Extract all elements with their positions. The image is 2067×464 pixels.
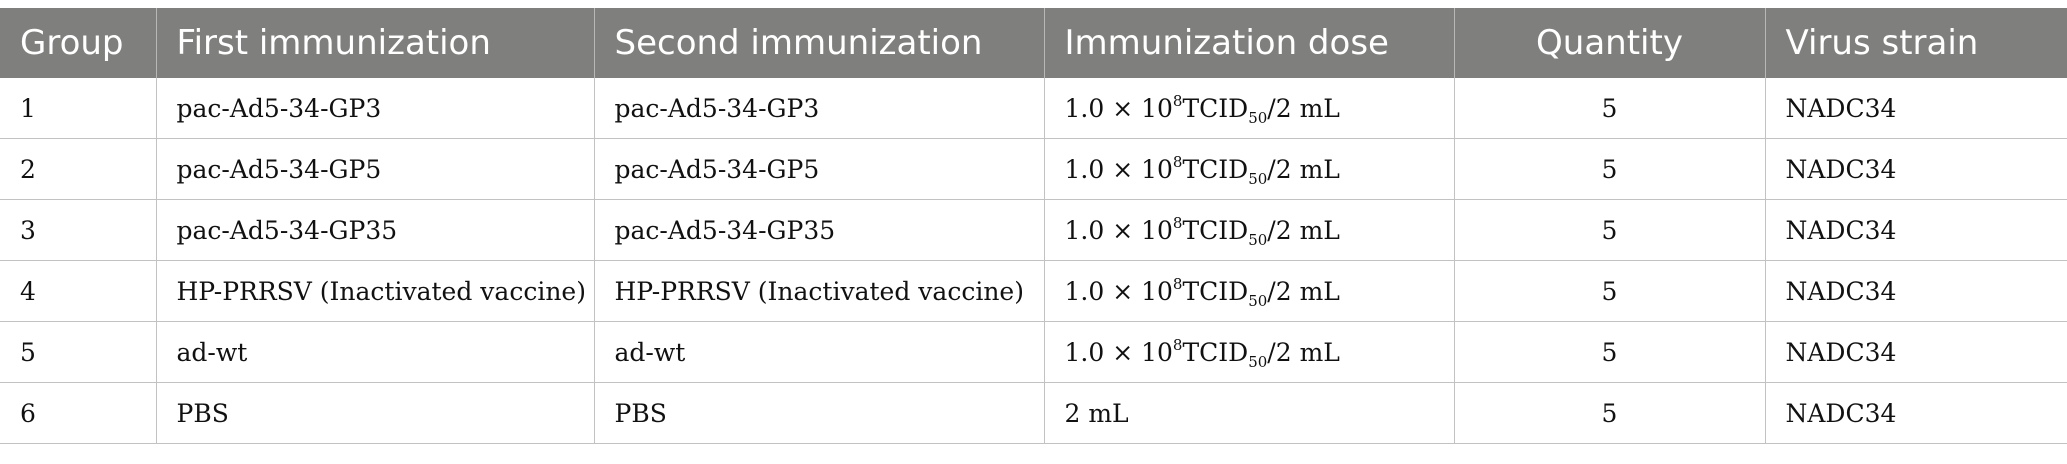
dose-exponent: 8 [1172,91,1183,110]
table-row: 2 pac-Ad5-34-GP5 pac-Ad5-34-GP5 1.0 × 108TC… [0,138,2067,200]
cell-quantity: 5 [1454,199,1766,261]
table-row: 6 PBS PBS 2 mL 5 NADC34 [0,382,2067,444]
header-second-immunization: Second immunization [594,8,1045,78]
cell-virus-strain: NADC34 [1765,78,2067,139]
table-row: 4 HP-PRRSV (Inactivated vaccine) HP-PRRSV … [0,260,2067,322]
cell-immunization-dose: 1.0 × 108TCID50/2 mL [1044,321,1455,383]
cell-immunization-dose: 1.0 × 108TCID50/2 mL [1044,138,1455,200]
dose-coefficient: 1.0 × 10 [1064,337,1173,367]
cell-virus-strain: NADC34 [1765,382,2067,444]
cell-immunization-dose: 2 mL [1044,382,1455,444]
cell-group: 3 [0,199,157,261]
cell-immunization-dose: 1.0 × 108TCID50/2 mL [1044,78,1455,139]
header-immunization-dose: Immunization dose [1044,8,1455,78]
dose-coefficient: 1.0 × 10 [1064,276,1173,306]
cell-first-immunization: ad-wt [156,321,595,383]
dose-volume: /2 mL [1267,215,1340,245]
header-virus-strain: Virus strain [1765,8,2067,78]
cell-first-immunization: pac-Ad5-34-GP3 [156,78,595,139]
dose-volume: /2 mL [1267,154,1340,184]
cell-second-immunization: ad-wt [594,321,1045,383]
dose-exponent: 8 [1172,274,1183,293]
dose-plain: 2 mL [1064,398,1129,428]
cell-group: 6 [0,382,157,444]
dose-volume: /2 mL [1267,93,1340,123]
cell-virus-strain: NADC34 [1765,199,2067,261]
dose-exponent: 8 [1172,152,1183,171]
cell-group: 2 [0,138,157,200]
dose-unit: TCID [1182,337,1249,367]
dose-coefficient: 1.0 × 10 [1064,215,1173,245]
cell-second-immunization: pac-Ad5-34-GP35 [594,199,1045,261]
dose-volume: /2 mL [1267,276,1340,306]
cell-first-immunization: HP-PRRSV (Inactivated vaccine) [156,260,595,322]
dose-coefficient: 1.0 × 10 [1064,93,1173,123]
dose-subscript: 50 [1248,353,1268,372]
dose-unit: TCID [1182,276,1249,306]
dose-coefficient: 1.0 × 10 [1064,154,1173,184]
cell-quantity: 5 [1454,382,1766,444]
cell-first-immunization: PBS [156,382,595,444]
cell-virus-strain: NADC34 [1765,138,2067,200]
header-row: Group First immunization Second immuniza… [0,8,2067,78]
cell-quantity: 5 [1454,321,1766,383]
cell-second-immunization: pac-Ad5-34-GP3 [594,78,1045,139]
cell-virus-strain: NADC34 [1765,260,2067,322]
cell-first-immunization: pac-Ad5-34-GP5 [156,138,595,200]
cell-quantity: 5 [1454,138,1766,200]
dose-subscript: 50 [1248,109,1268,128]
cell-first-immunization: pac-Ad5-34-GP35 [156,199,595,261]
cell-group: 5 [0,321,157,383]
cell-quantity: 5 [1454,78,1766,139]
header-quantity: Quantity [1454,8,1766,78]
cell-second-immunization: HP-PRRSV (Inactivated vaccine) [594,260,1045,322]
cell-immunization-dose: 1.0 × 108TCID50/2 mL [1044,260,1455,322]
dose-subscript: 50 [1248,170,1268,189]
dose-exponent: 8 [1172,213,1183,232]
cell-second-immunization: PBS [594,382,1045,444]
cell-group: 4 [0,260,157,322]
table-body: 1 pac-Ad5-34-GP3 pac-Ad5-34-GP3 1.0 × 108TC… [0,78,2067,444]
dose-subscript: 50 [1248,231,1268,250]
dose-subscript: 50 [1248,292,1268,311]
table-row: 1 pac-Ad5-34-GP3 pac-Ad5-34-GP3 1.0 × 108TC… [0,78,2067,139]
cell-group: 1 [0,78,157,139]
immunization-table-container: Group First immunization Second immuniza… [0,8,2067,444]
dose-unit: TCID [1182,93,1249,123]
table-row: 3 pac-Ad5-34-GP35 pac-Ad5-34-GP35 1.0 × 108… [0,199,2067,261]
cell-immunization-dose: 1.0 × 108TCID50/2 mL [1044,199,1455,261]
cell-quantity: 5 [1454,260,1766,322]
table-header: Group First immunization Second immuniza… [0,8,2067,78]
dose-unit: TCID [1182,215,1249,245]
dose-unit: TCID [1182,154,1249,184]
cell-second-immunization: pac-Ad5-34-GP5 [594,138,1045,200]
dose-exponent: 8 [1172,335,1183,354]
dose-volume: /2 mL [1267,337,1340,367]
header-first-immunization: First immunization [156,8,595,78]
immunization-table: Group First immunization Second immuniza… [0,8,2067,444]
header-group: Group [0,8,157,78]
cell-virus-strain: NADC34 [1765,321,2067,383]
table-row: 5 ad-wt ad-wt 1.0 × 108TCID50/2 mL 5 NADC34 [0,321,2067,383]
